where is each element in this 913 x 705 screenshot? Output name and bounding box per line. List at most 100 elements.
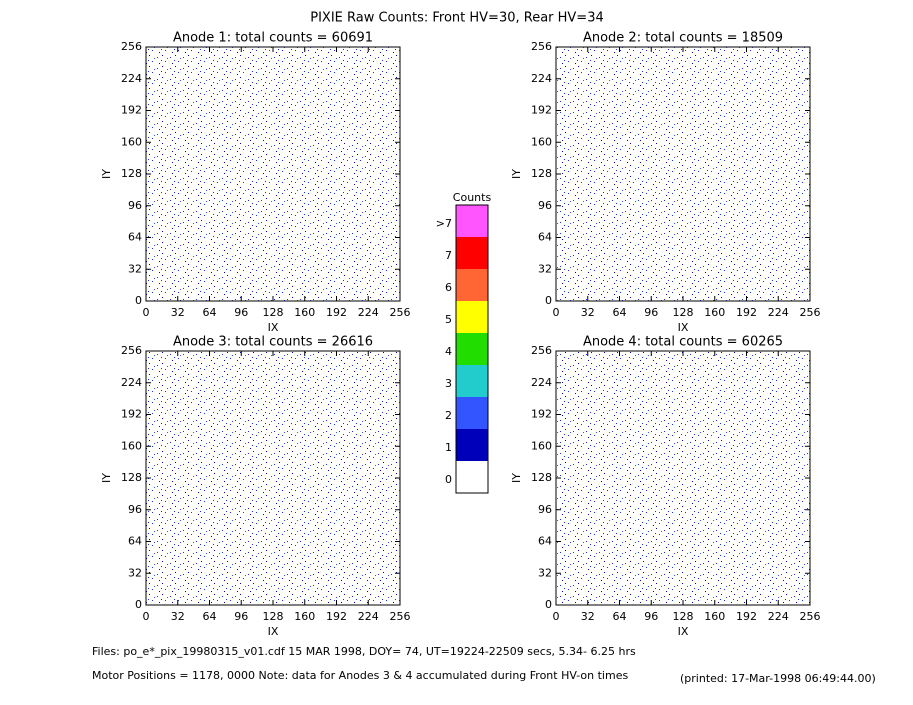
- x-tick-label: 128: [673, 610, 694, 623]
- colorbar-frame: [455, 204, 489, 494]
- y-tick-label: 64: [128, 231, 142, 244]
- y-tick-label: 96: [538, 199, 552, 212]
- colorbar-swatch: [456, 269, 488, 301]
- x-tick-label: 160: [294, 610, 315, 623]
- y-tick-label: 256: [121, 40, 142, 53]
- x-tick-label: 128: [263, 610, 284, 623]
- colorbar-swatch: [456, 365, 488, 397]
- x-tick-label: 128: [673, 306, 694, 319]
- y-tick-label: 96: [128, 199, 142, 212]
- x-tick-label: 224: [768, 306, 789, 319]
- y-tick-label: 224: [121, 72, 142, 85]
- x-tick-label: 96: [234, 610, 248, 623]
- y-tick-label: 224: [121, 376, 142, 389]
- y-tick-label: 64: [538, 535, 552, 548]
- y-tick-label: 160: [531, 135, 552, 148]
- footer-motor: Motor Positions = 1178, 0000 Note: data …: [92, 669, 628, 682]
- colorbar-label: 7: [445, 249, 452, 262]
- x-tick-label: 224: [358, 610, 379, 623]
- y-tick-label: 160: [531, 439, 552, 452]
- panel-title: Anode 4: total counts = 60265: [583, 335, 783, 350]
- colorbar-swatch: [456, 205, 488, 237]
- y-tick-label: 192: [121, 408, 142, 421]
- x-tick-label: 160: [704, 306, 725, 319]
- heatmap-texture: [556, 47, 810, 301]
- y-tick-label: 192: [531, 408, 552, 421]
- y-tick-label: 192: [121, 104, 142, 117]
- y-axis-label: IY: [100, 169, 113, 179]
- x-tick-label: 256: [390, 610, 411, 623]
- x-tick-label: 256: [800, 610, 821, 623]
- x-tick-label: 64: [203, 610, 217, 623]
- y-axis-label: IY: [510, 169, 523, 179]
- y-tick-label: 0: [135, 294, 142, 307]
- colorbar-label: 1: [445, 441, 452, 454]
- x-tick-label: 160: [704, 610, 725, 623]
- y-tick-label: 160: [121, 439, 142, 452]
- y-tick-label: 0: [135, 598, 142, 611]
- y-tick-label: 96: [128, 503, 142, 516]
- colorbar-swatch: [456, 237, 488, 269]
- footer-files: Files: po_e*_pix_19980315_v01.cdf 15 MAR…: [92, 645, 636, 658]
- y-tick-label: 32: [538, 566, 552, 579]
- heatmap-texture: [556, 351, 810, 605]
- colorbar-label: 3: [445, 377, 452, 390]
- x-tick-label: 32: [581, 610, 595, 623]
- x-axis-label: IX: [678, 625, 689, 638]
- x-tick-label: 128: [263, 306, 284, 319]
- colorbar-label: 5: [445, 313, 452, 326]
- y-tick-label: 256: [531, 344, 552, 357]
- y-tick-label: 0: [545, 598, 552, 611]
- x-tick-label: 160: [294, 306, 315, 319]
- colorbar-swatch: [456, 333, 488, 365]
- x-tick-label: 224: [358, 306, 379, 319]
- x-tick-label: 192: [326, 610, 347, 623]
- y-tick-label: 64: [128, 535, 142, 548]
- colorbar-label: >7: [436, 217, 452, 230]
- heatmap-texture: [146, 47, 400, 301]
- colorbar-swatch: [456, 461, 488, 493]
- colorbar-title: Counts: [453, 191, 492, 204]
- x-tick-label: 256: [390, 306, 411, 319]
- x-tick-label: 0: [143, 306, 150, 319]
- y-tick-label: 224: [531, 376, 552, 389]
- x-tick-label: 192: [736, 610, 757, 623]
- colorbar-label: 0: [445, 473, 452, 486]
- x-tick-label: 64: [613, 306, 627, 319]
- colorbar-label: 6: [445, 281, 452, 294]
- y-tick-label: 128: [121, 167, 142, 180]
- panel-title: Anode 3: total counts = 26616: [173, 335, 373, 350]
- y-tick-label: 32: [128, 566, 142, 579]
- x-tick-label: 192: [326, 306, 347, 319]
- y-tick-label: 128: [531, 471, 552, 484]
- x-axis-label: IX: [678, 321, 689, 334]
- y-tick-label: 256: [121, 344, 142, 357]
- panel-title: Anode 1: total counts = 60691: [173, 31, 373, 46]
- x-tick-label: 32: [171, 306, 185, 319]
- x-tick-label: 96: [644, 306, 658, 319]
- panel-title: Anode 2: total counts = 18509: [583, 31, 783, 46]
- footer-printed: (printed: 17-Mar-1998 06:49:44.00): [680, 672, 876, 685]
- colorbar-swatch: [456, 429, 488, 461]
- x-axis-label: IX: [268, 625, 279, 638]
- heatmap-texture: [146, 351, 400, 605]
- x-tick-label: 0: [553, 610, 560, 623]
- y-tick-label: 128: [531, 167, 552, 180]
- y-tick-label: 64: [538, 231, 552, 244]
- x-tick-label: 0: [553, 306, 560, 319]
- x-tick-label: 256: [800, 306, 821, 319]
- colorbar-label: 2: [445, 409, 452, 422]
- y-tick-label: 0: [545, 294, 552, 307]
- y-tick-label: 32: [538, 262, 552, 275]
- x-tick-label: 192: [736, 306, 757, 319]
- x-tick-label: 224: [768, 610, 789, 623]
- x-tick-label: 32: [171, 610, 185, 623]
- y-axis-label: IY: [510, 473, 523, 483]
- x-tick-label: 96: [644, 610, 658, 623]
- y-tick-label: 160: [121, 135, 142, 148]
- x-tick-label: 0: [143, 610, 150, 623]
- y-tick-label: 32: [128, 262, 142, 275]
- figure-title: PIXIE Raw Counts: Front HV=30, Rear HV=3…: [310, 11, 604, 26]
- colorbar-swatch: [456, 301, 488, 333]
